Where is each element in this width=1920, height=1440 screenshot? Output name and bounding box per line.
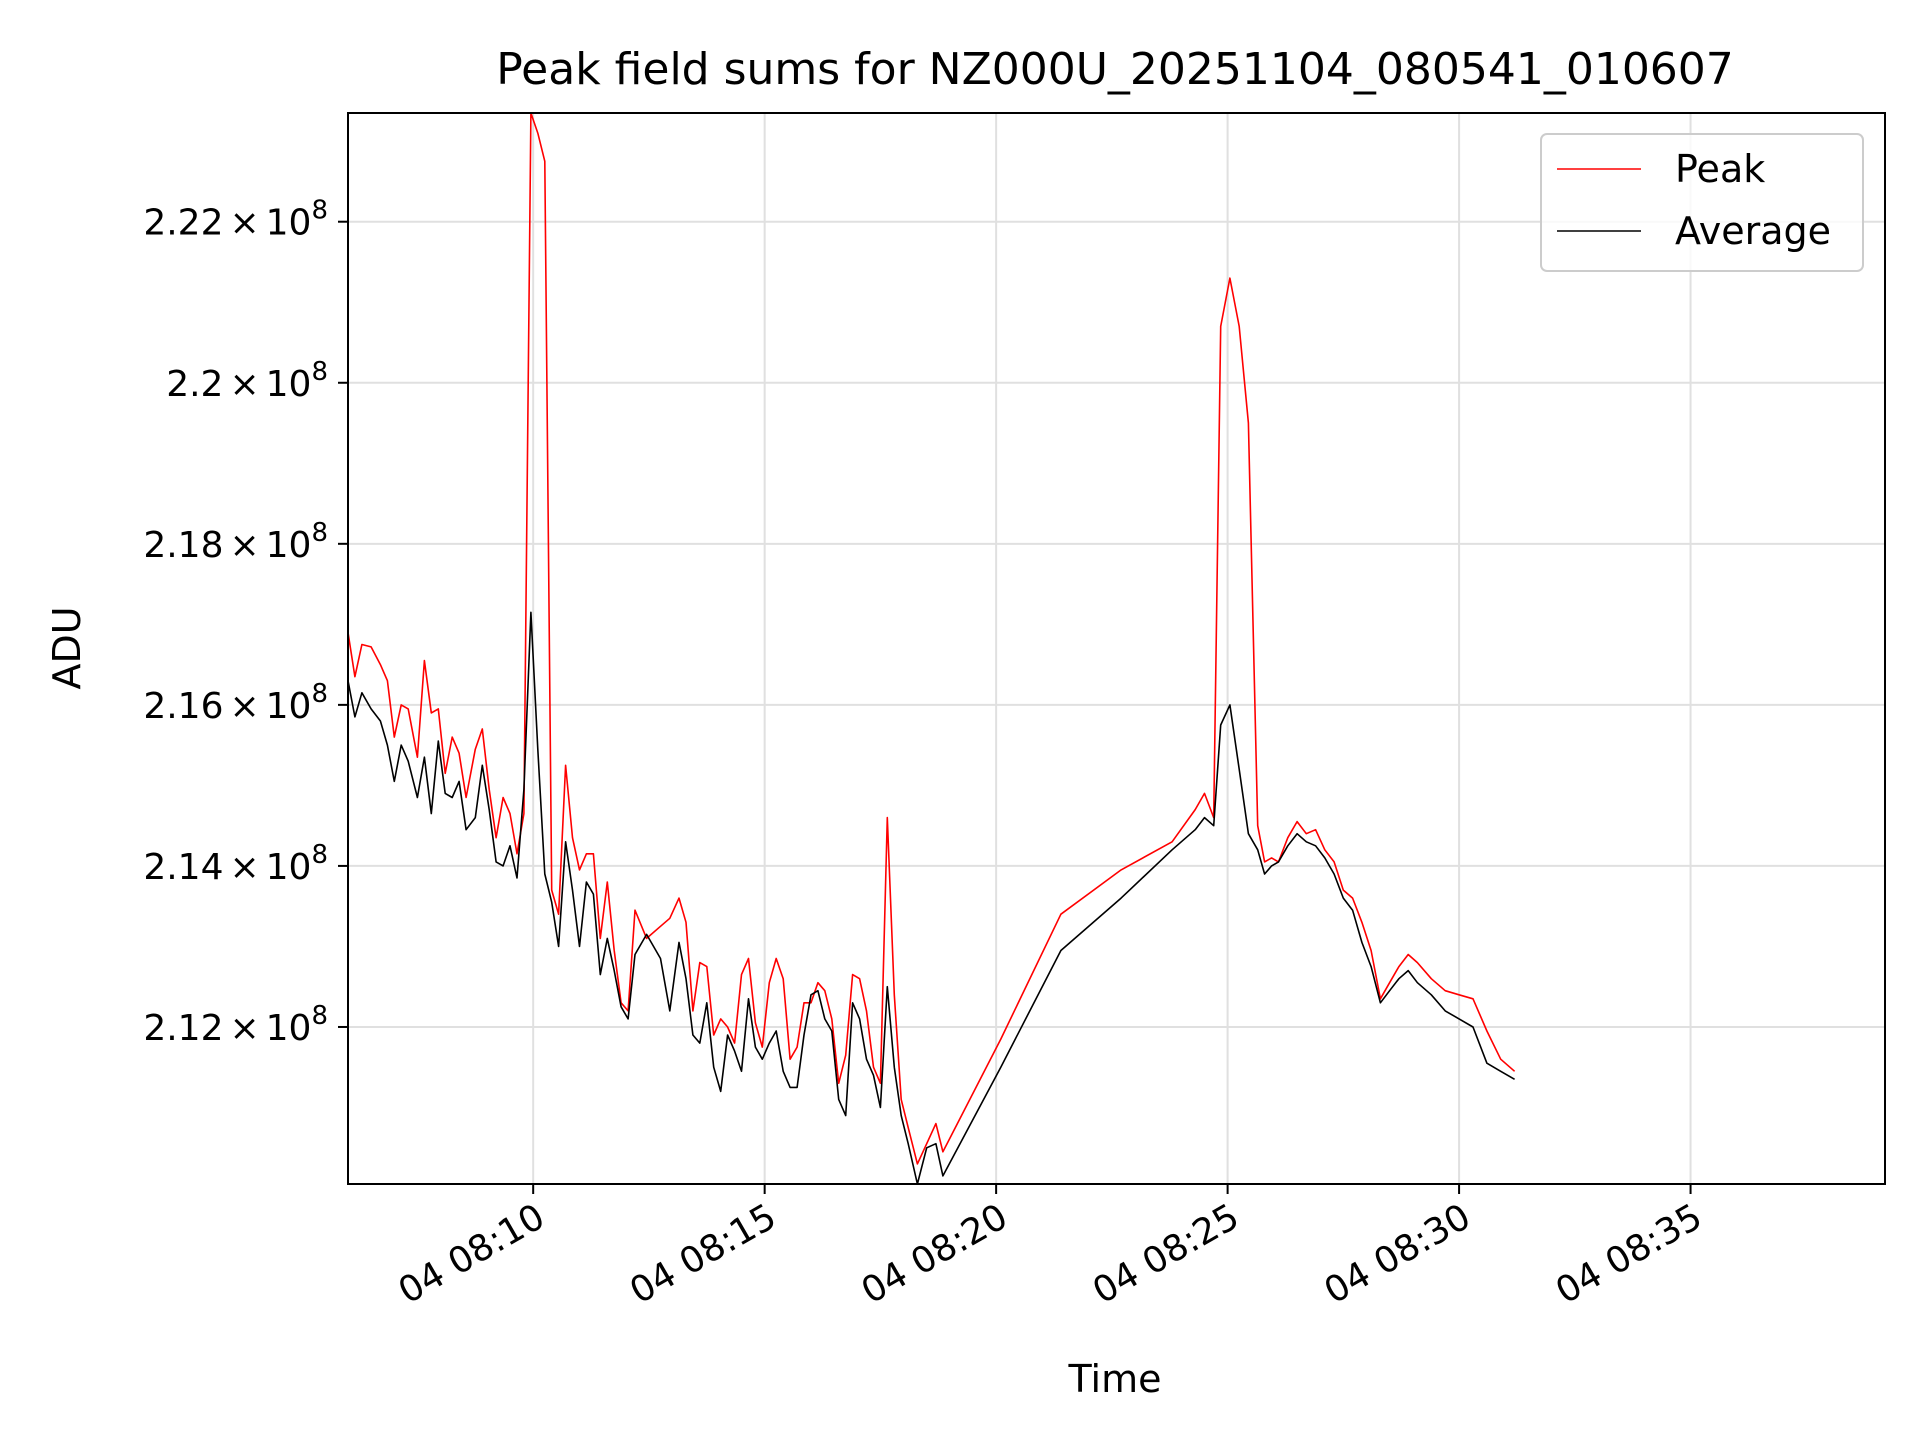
y-tick-mantissa: 2.14 [143, 847, 223, 888]
y-tick-times: × [229, 525, 259, 566]
y-tick-exponent: 8 [311, 1001, 328, 1031]
y-tick-mantissa: 2.2 [166, 364, 223, 405]
y-tick-label: 2.2 × 108 [166, 357, 328, 405]
y-tick-mantissa: 2.12 [143, 1008, 223, 1049]
series-line-peak [348, 113, 1516, 1165]
y-tick-label: 2.12 × 108 [143, 1001, 328, 1049]
y-tick-exponent: 8 [311, 840, 328, 870]
legend-label-peak: Peak [1675, 147, 1765, 191]
series-line-average [348, 611, 1515, 1184]
plot-area-frame [347, 112, 1886, 1185]
legend-label-average: Average [1675, 209, 1831, 253]
y-tick-exponent: 8 [311, 679, 328, 709]
y-tick-mantissa: 2.22 [143, 203, 223, 244]
y-tick-exponent: 8 [311, 357, 328, 387]
series-layer [348, 113, 1516, 1184]
y-tick-times: × [229, 364, 259, 405]
y-tick-base: 10 [266, 1008, 312, 1049]
y-tick-base: 10 [266, 203, 312, 244]
y-tick-label: 2.22 × 108 [143, 196, 328, 244]
y-tick-label: 2.16 × 108 [143, 679, 328, 727]
y-tick-base: 10 [266, 525, 312, 566]
y-tick-base: 10 [266, 364, 312, 405]
chart-title: Peak field sums for NZ000U_20251104_0805… [496, 44, 1734, 95]
y-tick-exponent: 8 [311, 196, 328, 226]
legend: Peak Average [1540, 133, 1864, 272]
y-tick-times: × [229, 847, 259, 888]
y-axis-label: ADU [45, 606, 89, 689]
y-tick-mantissa: 2.16 [143, 686, 223, 727]
y-tick-times: × [229, 203, 259, 244]
y-tick-label: 2.18 × 108 [143, 518, 328, 566]
x-axis-label: Time [1068, 1357, 1162, 1401]
y-tick-times: × [229, 1008, 259, 1049]
y-tick-base: 10 [266, 847, 312, 888]
y-tick-base: 10 [266, 686, 312, 727]
grid [348, 113, 1885, 1184]
y-tick-label: 2.14 × 108 [143, 840, 328, 888]
y-tick-mantissa: 2.18 [143, 525, 223, 566]
y-tick-times: × [229, 686, 259, 727]
y-tick-exponent: 8 [311, 518, 328, 548]
